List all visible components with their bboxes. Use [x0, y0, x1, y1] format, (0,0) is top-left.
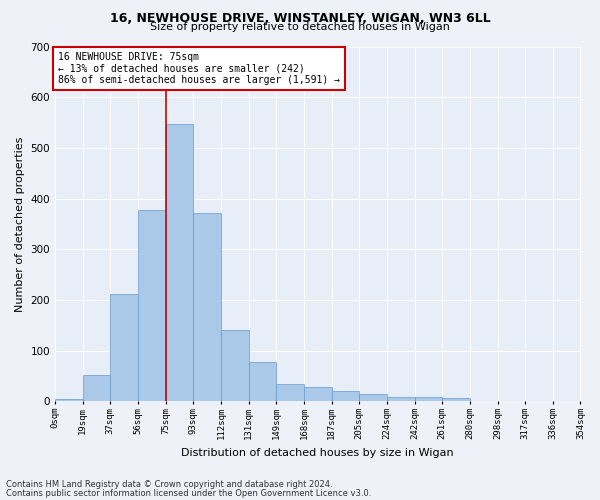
Bar [138, 210, 166, 402]
Bar [387, 398, 415, 402]
Bar [470, 401, 497, 402]
Y-axis label: Number of detached properties: Number of detached properties [15, 136, 25, 312]
Bar [110, 294, 138, 402]
X-axis label: Distribution of detached houses by size in Wigan: Distribution of detached houses by size … [181, 448, 454, 458]
Bar [83, 375, 110, 402]
Bar [221, 330, 248, 402]
Bar [359, 394, 387, 402]
Bar [248, 362, 276, 402]
Text: Size of property relative to detached houses in Wigan: Size of property relative to detached ho… [150, 22, 450, 32]
Bar [442, 398, 470, 402]
Bar [55, 399, 83, 402]
Bar [332, 391, 359, 402]
Bar [193, 214, 221, 402]
Text: 16 NEWHOUSE DRIVE: 75sqm
← 13% of detached houses are smaller (242)
86% of semi-: 16 NEWHOUSE DRIVE: 75sqm ← 13% of detach… [58, 52, 340, 85]
Text: 16, NEWHOUSE DRIVE, WINSTANLEY, WIGAN, WN3 6LL: 16, NEWHOUSE DRIVE, WINSTANLEY, WIGAN, W… [110, 12, 490, 26]
Bar [304, 387, 332, 402]
Bar [525, 401, 553, 402]
Text: Contains HM Land Registry data © Crown copyright and database right 2024.: Contains HM Land Registry data © Crown c… [6, 480, 332, 489]
Text: Contains public sector information licensed under the Open Government Licence v3: Contains public sector information licen… [6, 488, 371, 498]
Bar [166, 124, 193, 402]
Bar [276, 384, 304, 402]
Bar [415, 397, 442, 402]
